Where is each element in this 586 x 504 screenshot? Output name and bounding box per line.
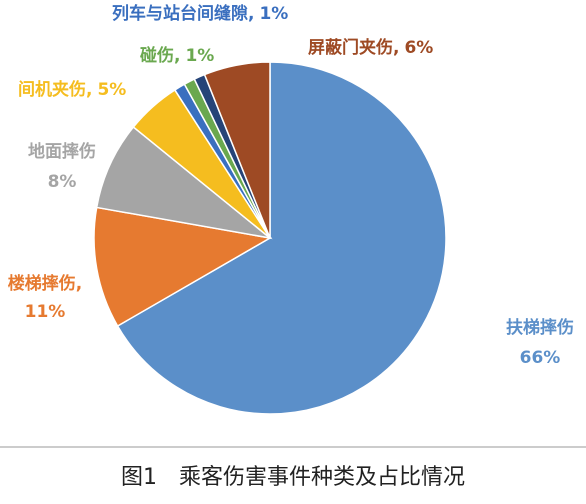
pie-slice: [95, 125, 273, 240]
pie-slice: [116, 61, 447, 415]
slice-label: 楼梯摔伤,: [8, 273, 82, 294]
slice-label: 屏蔽门夹伤,: [308, 37, 399, 58]
pie-slice: [93, 206, 273, 328]
value-label: 6%: [404, 38, 433, 58]
slice-label: 间机夹伤,: [18, 79, 92, 100]
slice-label: 碰伤,: [140, 45, 180, 66]
slice-label: 扶梯摔伤: [506, 317, 574, 338]
value-label: 66%: [520, 348, 561, 368]
slice-label: 列车与站台间缝隙,: [112, 3, 254, 24]
caption: 图1 乘客伤害事件种类及占比情况: [121, 465, 465, 490]
value-label: 1%: [259, 4, 288, 24]
value-label: 1%: [185, 46, 214, 66]
value-label: 8%: [48, 172, 77, 192]
value-label: 5%: [97, 80, 126, 100]
pie-slice: [203, 61, 271, 239]
value-label: 11%: [25, 302, 66, 322]
slice-label: 地面摔伤: [28, 141, 96, 162]
